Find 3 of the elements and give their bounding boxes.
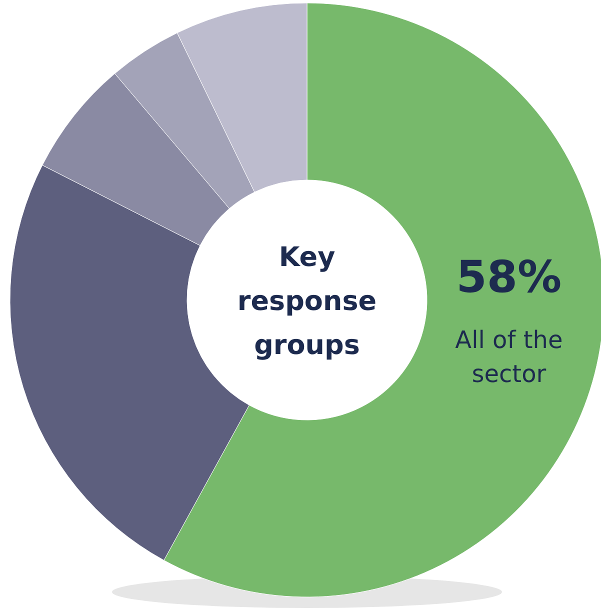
data-label: 58% — [456, 252, 562, 303]
text: All of the sector — [455, 326, 563, 388]
text: Key response groups — [237, 242, 377, 361]
